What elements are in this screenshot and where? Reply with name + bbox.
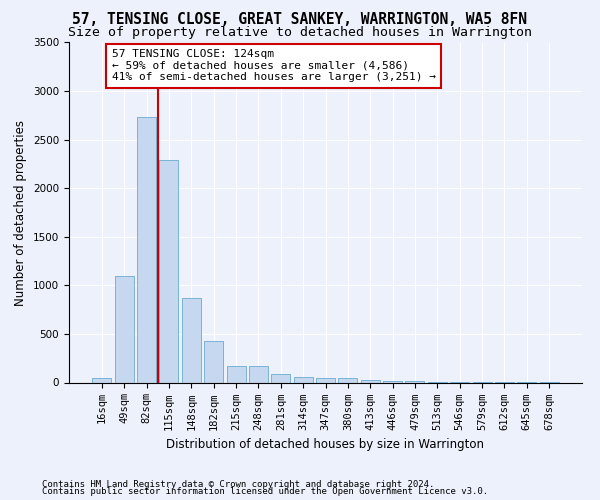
Bar: [338, 378, 358, 382]
Bar: [249, 366, 268, 382]
Y-axis label: Number of detached properties: Number of detached properties: [14, 120, 28, 306]
Bar: [204, 340, 223, 382]
Bar: [92, 378, 112, 382]
Text: 57, TENSING CLOSE, GREAT SANKEY, WARRINGTON, WA5 8FN: 57, TENSING CLOSE, GREAT SANKEY, WARRING…: [73, 12, 527, 28]
Bar: [361, 380, 380, 382]
Bar: [227, 366, 245, 382]
Bar: [182, 298, 201, 382]
Bar: [160, 160, 178, 382]
Text: Contains public sector information licensed under the Open Government Licence v3: Contains public sector information licen…: [42, 487, 488, 496]
Bar: [271, 374, 290, 382]
Bar: [293, 376, 313, 382]
Bar: [383, 380, 402, 382]
Text: 57 TENSING CLOSE: 124sqm
← 59% of detached houses are smaller (4,586)
41% of sem: 57 TENSING CLOSE: 124sqm ← 59% of detach…: [112, 50, 436, 82]
Bar: [316, 378, 335, 382]
Text: Contains HM Land Registry data © Crown copyright and database right 2024.: Contains HM Land Registry data © Crown c…: [42, 480, 434, 489]
Bar: [406, 380, 424, 382]
Bar: [137, 118, 156, 382]
X-axis label: Distribution of detached houses by size in Warrington: Distribution of detached houses by size …: [167, 438, 485, 451]
Text: Size of property relative to detached houses in Warrington: Size of property relative to detached ho…: [68, 26, 532, 39]
Bar: [115, 276, 134, 382]
